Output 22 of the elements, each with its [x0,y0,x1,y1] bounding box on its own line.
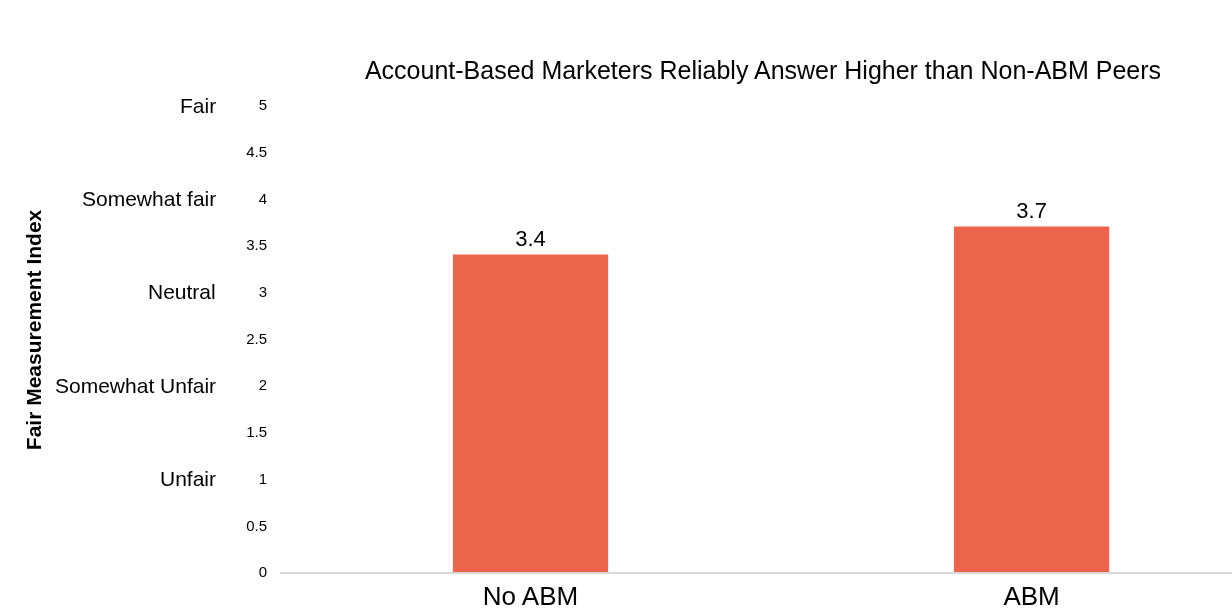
y-tick-label: 4.5 [246,142,267,160]
text: Unfair [160,467,217,490]
y-tick-label: 1 [258,469,267,487]
text: Neutral [148,280,216,303]
x-tick-label: ABM [1003,581,1060,612]
text: Somewhat fair [82,187,217,210]
data-label: 3.4 [515,226,546,252]
y-tick-label: 3 [258,283,267,301]
text: Fair Measurement Index [21,209,45,451]
text: Fair [180,94,217,117]
y-tick-label: 0.5 [246,516,267,534]
y-tick-label: 2 [258,376,267,394]
chart-title: Account-Based Marketers Reliably Answer Higher than Non-ABM Peers [364,55,1162,84]
y-tick-label: 3.5 [246,236,267,254]
y-tick-label: 2.5 [246,329,267,347]
y-tick-label: 5 [258,96,267,114]
y-tick-label: 4 [258,189,267,207]
y-tick-label: 0 [258,563,267,581]
text: Somewhat Unfair [55,374,217,397]
data-label: 3.7 [1016,198,1047,224]
y-tick-label: 1.5 [246,423,267,441]
x-tick-label: No ABM [482,581,579,612]
